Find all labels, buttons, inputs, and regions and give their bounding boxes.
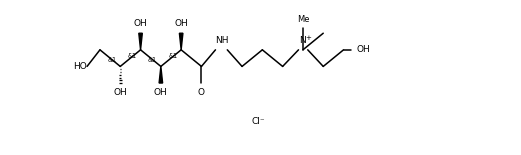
Polygon shape [159, 66, 163, 83]
Text: &1: &1 [128, 53, 137, 60]
Text: OH: OH [154, 88, 168, 97]
Text: OH: OH [134, 19, 147, 28]
Text: &1: &1 [168, 53, 178, 60]
Text: &1: &1 [107, 57, 117, 63]
Text: N: N [300, 36, 306, 45]
Text: Me: Me [296, 15, 309, 24]
Polygon shape [139, 33, 142, 50]
Text: NH: NH [215, 36, 229, 45]
Polygon shape [179, 33, 183, 50]
Text: O: O [198, 88, 205, 97]
Text: OH: OH [175, 19, 188, 28]
Text: Cl⁻: Cl⁻ [252, 117, 266, 126]
Text: HO: HO [73, 62, 86, 71]
Text: OH: OH [356, 45, 370, 54]
Text: +: + [305, 35, 312, 41]
Text: OH: OH [114, 88, 127, 97]
Text: &1: &1 [148, 57, 157, 63]
